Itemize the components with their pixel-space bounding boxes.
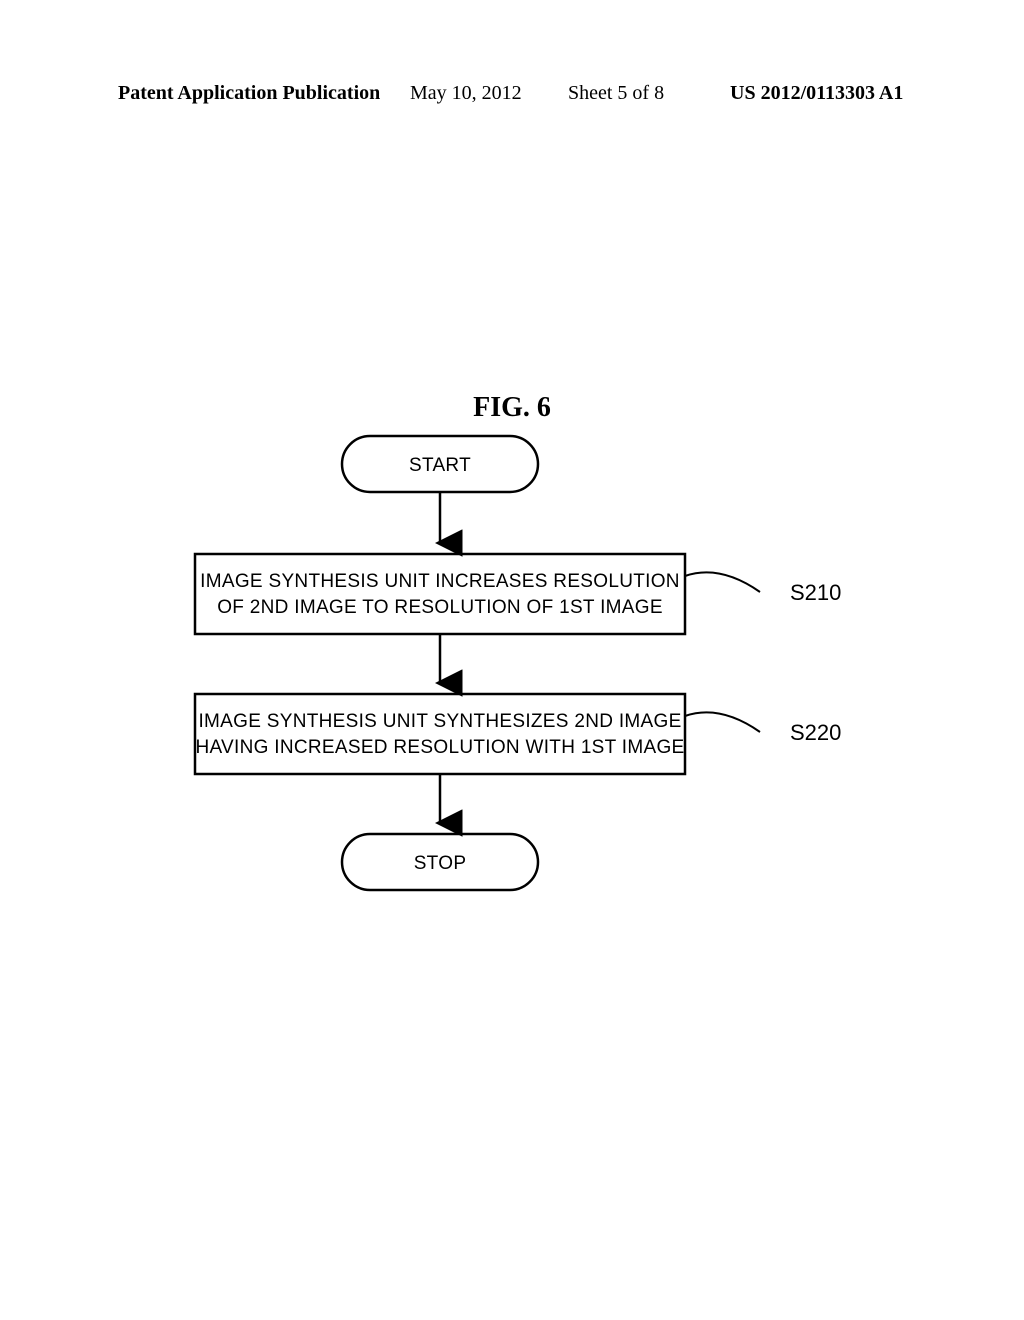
- node-stop: STOP: [342, 834, 538, 890]
- s220-label: S220: [790, 720, 841, 745]
- s220-line1: IMAGE SYNTHESIS UNIT SYNTHESIZES 2ND IMA…: [198, 711, 681, 732]
- header-publication: Patent Application Publication: [118, 82, 380, 105]
- s220-line2: HAVING INCREASED RESOLUTION WITH 1ST IMA…: [195, 737, 684, 758]
- stop-text: STOP: [414, 853, 467, 874]
- s210-label: S210: [790, 580, 841, 605]
- node-s220: IMAGE SYNTHESIS UNIT SYNTHESIZES 2ND IMA…: [195, 694, 841, 774]
- s220-leader: [685, 712, 760, 732]
- s210-leader: [685, 572, 760, 592]
- flowchart-container: START IMAGE SYNTHESIS UNIT INCREASES RES…: [0, 424, 1024, 984]
- flowchart-svg: START IMAGE SYNTHESIS UNIT INCREASES RES…: [0, 424, 1024, 984]
- start-text: START: [409, 455, 471, 476]
- page: Patent Application Publication May 10, 2…: [0, 0, 1024, 1320]
- header-date: May 10, 2012: [410, 82, 522, 105]
- s210-line1: IMAGE SYNTHESIS UNIT INCREASES RESOLUTIO…: [200, 571, 680, 592]
- header-sheet: Sheet 5 of 8: [568, 82, 664, 105]
- header-number: US 2012/0113303 A1: [730, 82, 903, 105]
- figure-label: FIG. 6: [0, 392, 1024, 424]
- node-start: START: [342, 436, 538, 492]
- s210-line2: OF 2ND IMAGE TO RESOLUTION OF 1ST IMAGE: [217, 597, 663, 618]
- s220-box: [195, 694, 685, 774]
- s210-box: [195, 554, 685, 634]
- node-s210: IMAGE SYNTHESIS UNIT INCREASES RESOLUTIO…: [195, 554, 841, 634]
